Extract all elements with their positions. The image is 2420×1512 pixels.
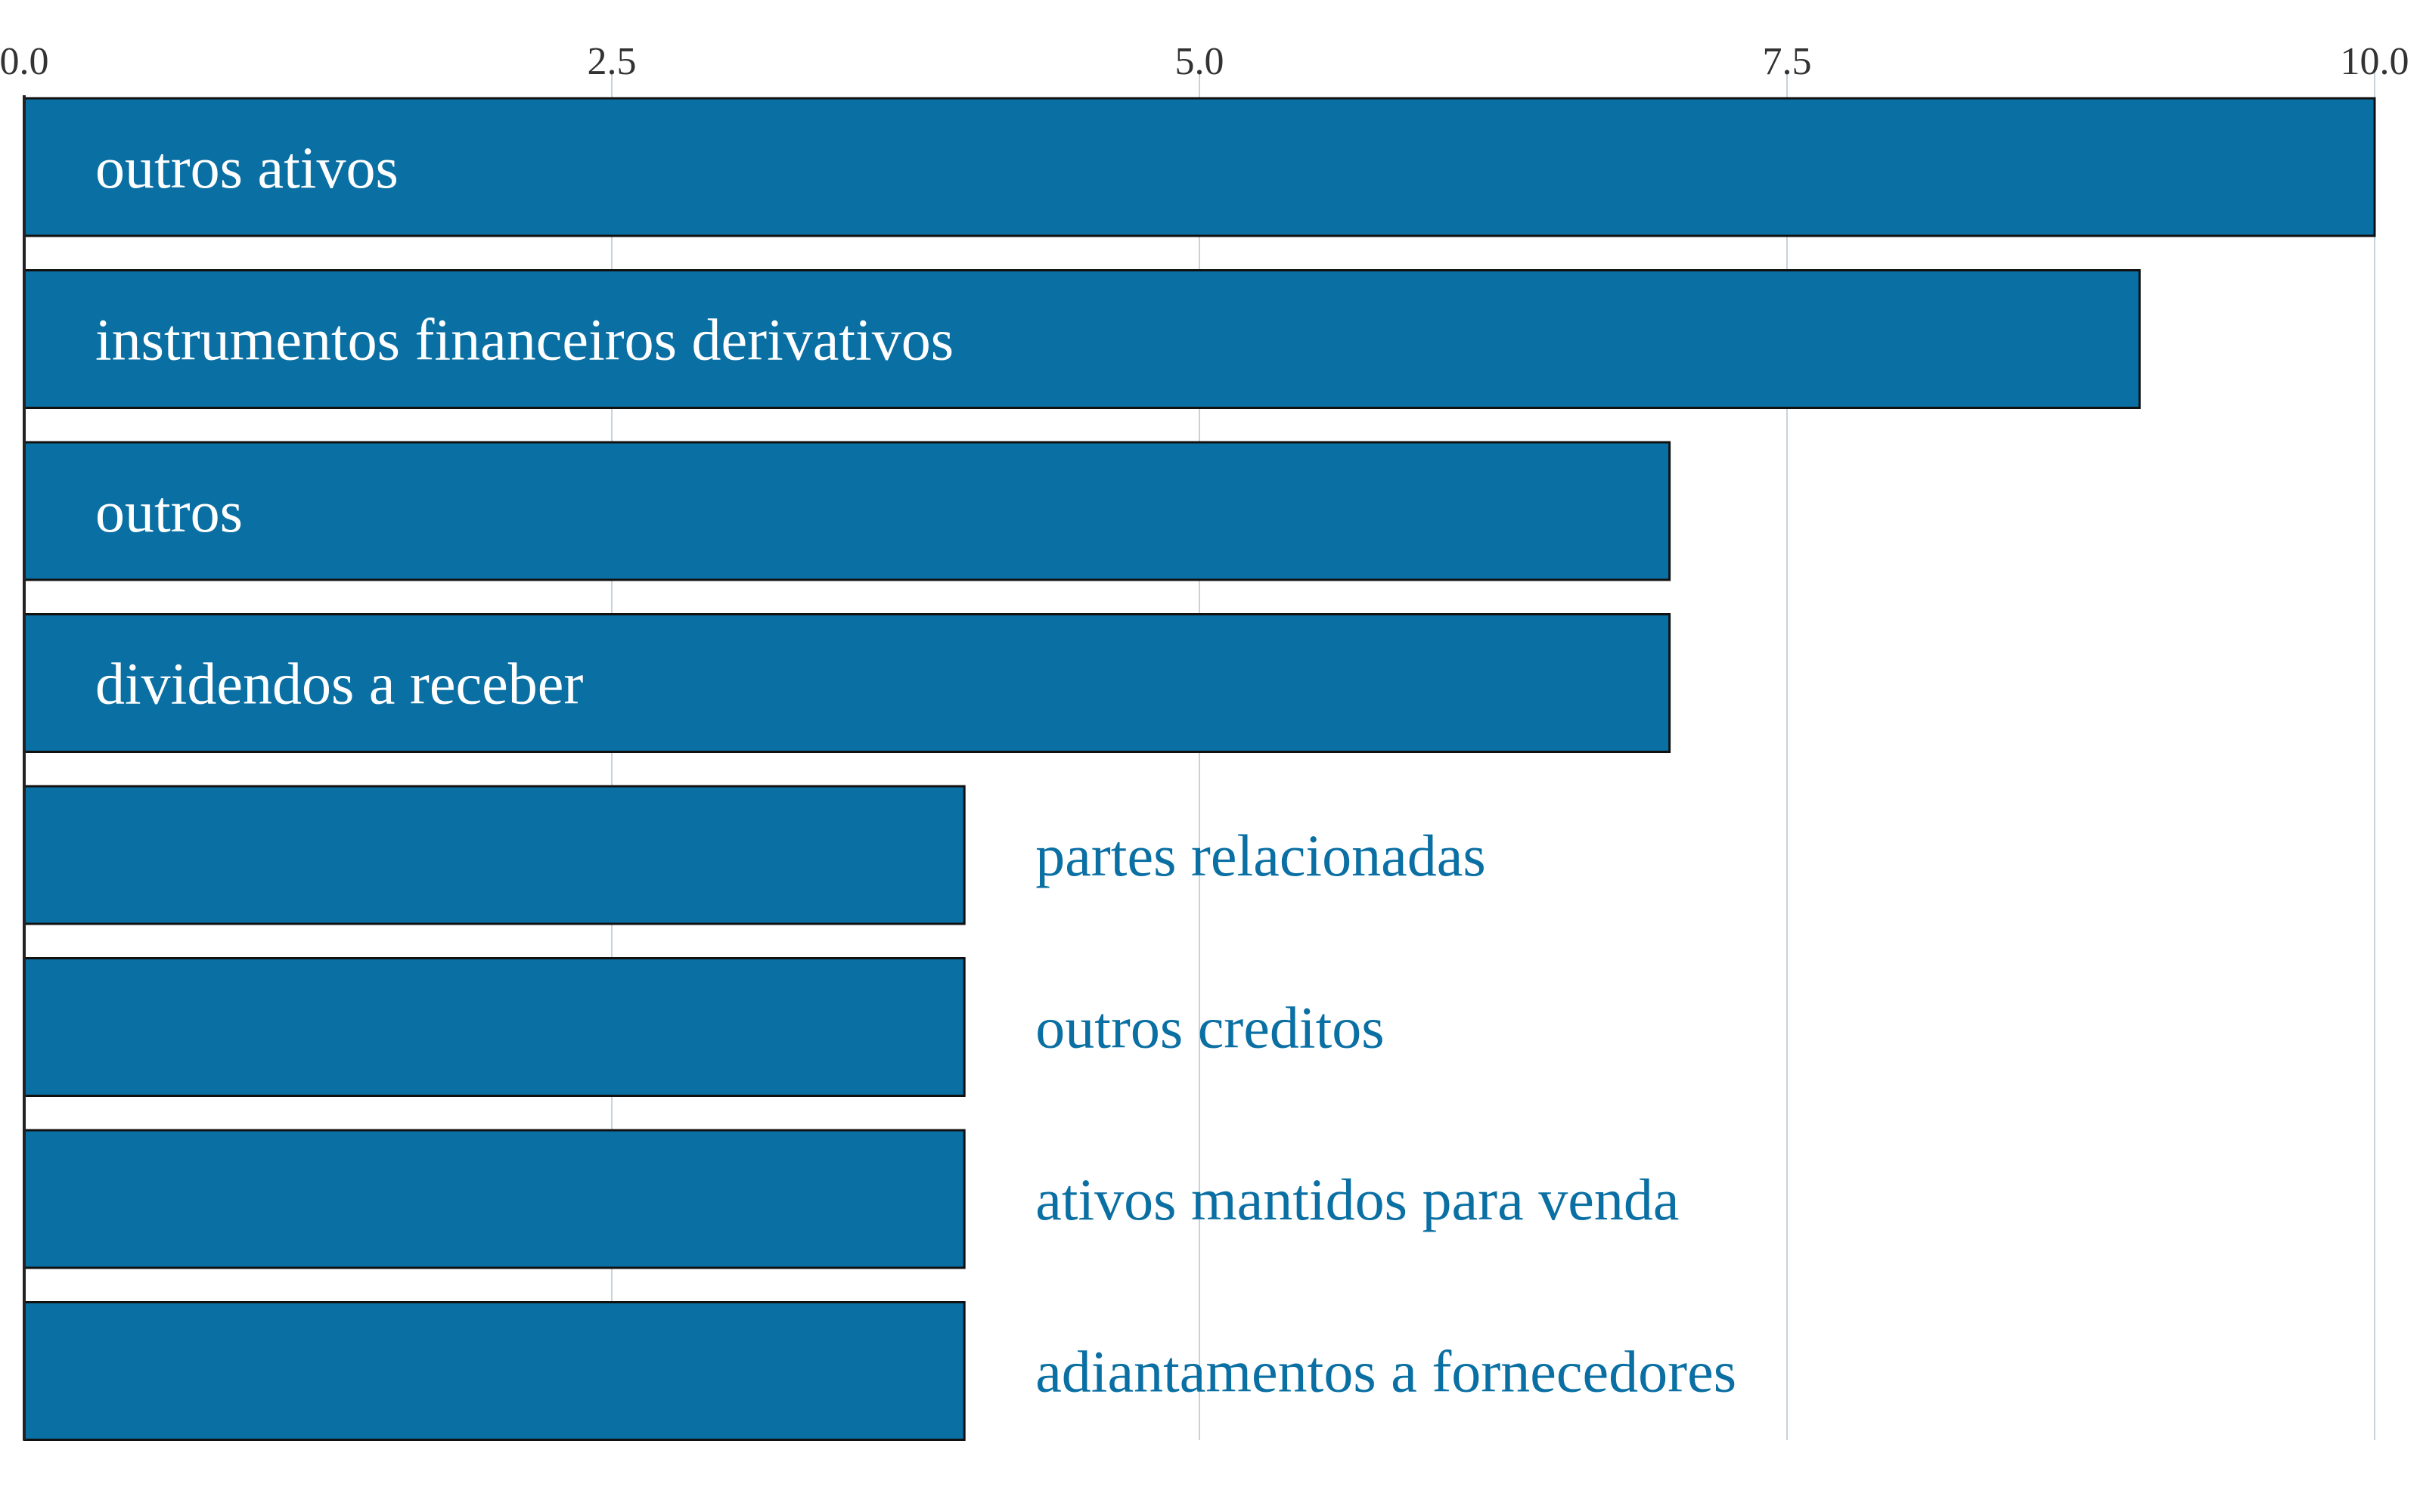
x-tick-label: 5.0 <box>1175 40 1224 83</box>
bar-label: partes relacionadas <box>1035 823 1486 888</box>
bar-label: adiantamentos a fornecedores <box>1035 1339 1736 1405</box>
bar <box>23 269 2141 409</box>
bar <box>23 1301 966 1441</box>
bars: outros ativos instrumentos financeiros de… <box>23 97 2376 1441</box>
x-axis-ticks: 0.0 2.5 5.0 7.5 10.0 <box>0 40 2409 83</box>
bar-label: dividendos a receber <box>95 651 583 717</box>
bar <box>23 1129 966 1269</box>
bar <box>23 957 966 1097</box>
bar-label: ativos mantidos para venda <box>1035 1167 1679 1232</box>
bar-label: outros creditos <box>1035 995 1384 1061</box>
x-tick-label: 7.5 <box>1763 40 1812 83</box>
bar-label: outros ativos <box>95 135 399 200</box>
bar <box>23 785 966 925</box>
x-tick-label: 2.5 <box>588 40 637 83</box>
bar <box>23 613 1671 753</box>
bar-label: instrumentos financeiros derivativos <box>95 307 954 373</box>
x-tick-label: 0.0 <box>0 40 49 83</box>
bar <box>23 441 1671 581</box>
x-tick-label: 10.0 <box>2341 40 2409 83</box>
bar-label: outros <box>95 479 243 544</box>
bar <box>23 97 2376 237</box>
